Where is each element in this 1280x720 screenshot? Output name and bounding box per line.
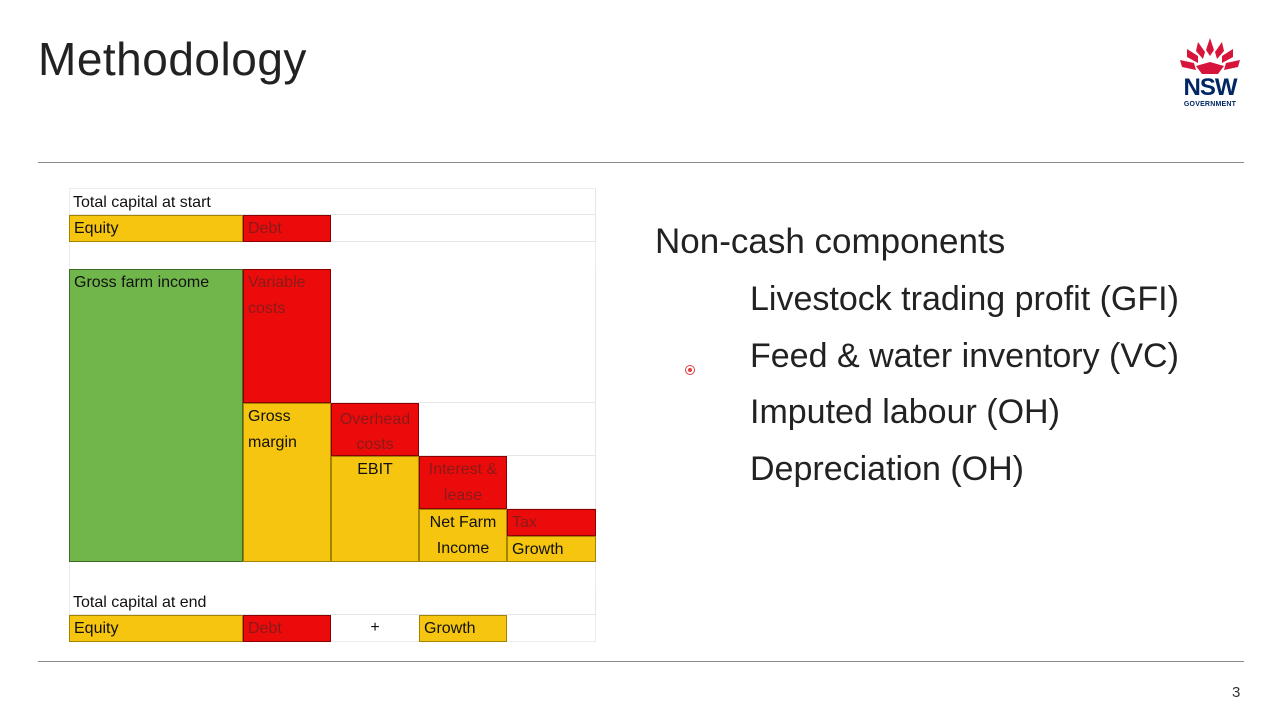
page-number: 3: [1232, 684, 1241, 701]
variable-costs-cell: Variable costs: [243, 269, 331, 403]
net-farm-income-cell: Net Farm Income: [419, 509, 507, 562]
logo-government-text: GOVERNMENT: [1183, 101, 1237, 108]
growth-end-cell: Growth: [419, 615, 507, 642]
gross-margin-cell: Gross margin: [243, 403, 331, 562]
equity-start-cell: Equity: [69, 215, 243, 242]
bottom-divider: [38, 661, 1244, 662]
overhead-costs-cell: Overhead costs: [331, 403, 419, 456]
gross-farm-income-cell: Gross farm income: [69, 269, 243, 562]
non-cash-item: Imputed labour (OH): [750, 393, 1060, 431]
total-capital-end-label: Total capital at end: [69, 589, 596, 615]
non-cash-item: Feed & water inventory (VC): [750, 337, 1179, 375]
plus-sign: +: [370, 619, 380, 636]
total-capital-start-label: Total capital at start: [69, 188, 596, 215]
grid-right-blank-2: [419, 403, 596, 456]
grid-row-blank: [331, 215, 596, 242]
growth-cell: Growth: [507, 536, 596, 562]
equity-end-cell: Equity: [69, 615, 243, 642]
non-cash-heading: Non-cash components: [655, 222, 1006, 261]
ebit-cell: EBIT: [331, 456, 419, 562]
grid-right-blank-3: [507, 456, 596, 509]
waratah-icon: [1180, 38, 1240, 74]
tax-cell: Tax: [507, 509, 596, 536]
laser-pointer-icon: [685, 365, 695, 375]
top-divider: [38, 162, 1244, 163]
debt-start-cell: Debt: [243, 215, 331, 242]
nsw-government-logo: NSW GOVERNMENT: [1174, 36, 1246, 114]
slide-title: Methodology: [38, 33, 307, 85]
non-cash-item: Depreciation (OH): [750, 450, 1024, 488]
interest-lease-cell: Interest & lease: [419, 456, 507, 509]
debt-end-cell: Debt: [243, 615, 331, 642]
non-cash-item: Livestock trading profit (GFI): [750, 280, 1179, 318]
grid-right-blank: [331, 269, 596, 403]
logo-nsw-text: NSW: [1183, 74, 1238, 101]
